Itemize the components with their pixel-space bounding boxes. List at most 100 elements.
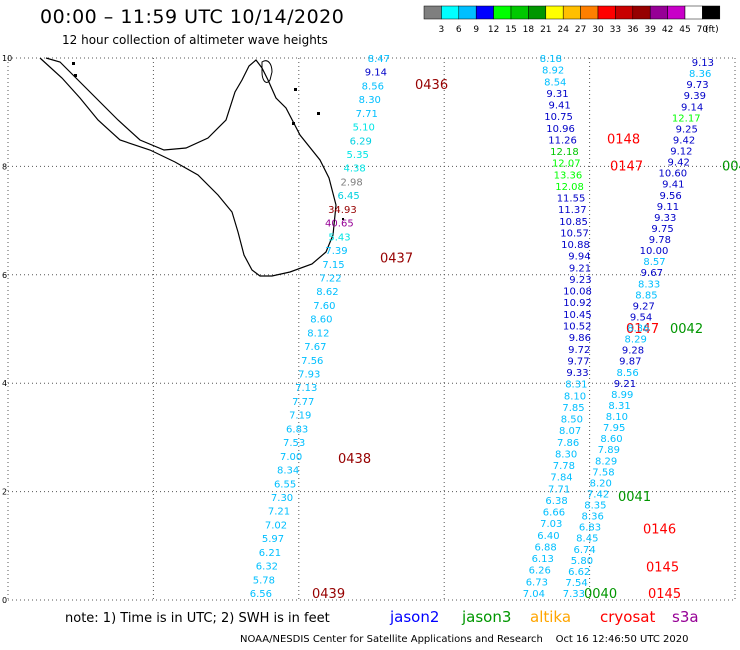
x-axis-ticks: 75 78 81 84 87 90	[3, 604, 740, 605]
swh-value: 5.97	[262, 534, 284, 545]
swh-value: 8.30	[359, 95, 381, 106]
swh-value: 6.62	[568, 567, 590, 578]
swh-value: 9.86	[569, 333, 591, 344]
swh-value: 10.52	[563, 322, 592, 333]
swh-value: 7.67	[304, 342, 326, 353]
pass-time-label: 0043	[722, 159, 740, 174]
swh-value: 8.34	[277, 466, 299, 477]
color-scale-label: 70	[697, 25, 709, 35]
swh-value: 9.41	[662, 180, 684, 191]
swh-value: 7.53	[283, 438, 305, 449]
swh-value: 10.85	[559, 217, 588, 228]
legend-cryosat: cryosat	[600, 608, 656, 626]
pass-time-label: 0041	[618, 490, 651, 505]
swh-value: 10.60	[658, 169, 687, 180]
pass-time-label: 0146	[643, 523, 676, 538]
color-scale-label: 3	[439, 25, 445, 35]
footer-note: note: 1) Time is in UTC; 2) SWH is in fe…	[65, 611, 330, 626]
swh-value: 10.08	[563, 287, 592, 298]
swh-value: 6.26	[529, 566, 551, 577]
swh-value: 8.85	[635, 290, 657, 301]
y-tick-label: 8	[2, 162, 7, 171]
swh-value: 7.00	[280, 452, 302, 463]
color-swatch	[702, 5, 721, 20]
swh-value: 9.87	[619, 357, 641, 368]
swh-value: 9.14	[365, 68, 387, 79]
swh-value: 12.07	[552, 159, 581, 170]
x-tick-label: 87	[585, 604, 595, 605]
swh-value: 8.57	[643, 257, 665, 268]
color-scale-label: 12	[488, 25, 499, 35]
swh-value: 7.93	[298, 370, 320, 381]
swh-value: 8.29	[595, 456, 617, 467]
swh-value: 6.13	[532, 554, 554, 565]
swh-value: 9.39	[684, 91, 706, 102]
islands	[72, 62, 344, 220]
swh-value: 9.73	[686, 80, 708, 91]
color-scale-label: 42	[662, 25, 673, 35]
swh-value: 5.78	[253, 575, 275, 586]
swh-value: 7.89	[598, 445, 620, 456]
swh-value: 7.39	[325, 246, 347, 257]
swh-value: 9.14	[681, 102, 703, 113]
x-tick-label: 75	[3, 604, 13, 605]
swh-value: 7.15	[322, 260, 344, 271]
swh-value: 6.32	[256, 562, 278, 573]
color-scale-label: 33	[610, 25, 621, 35]
jason3-track: 9.138.369.739.399.1412.179.259.429.129.4…	[563, 58, 740, 602]
swh-value: 8.12	[307, 328, 329, 339]
swh-value: 5.35	[347, 150, 369, 161]
pass-time-label: 0436	[415, 78, 448, 93]
color-scale-label: 15	[505, 25, 516, 35]
pass-time-label: 0042	[670, 322, 703, 337]
pass-time-label: 0145	[646, 560, 679, 575]
swh-value: 6.45	[337, 191, 359, 202]
y-tick-label: 10	[2, 54, 12, 63]
swh-value: 10.88	[561, 240, 590, 251]
swh-value: 8.29	[625, 335, 647, 346]
color-scale-label: 18	[523, 25, 535, 35]
y-tick-label: 0	[2, 596, 7, 605]
swh-value: 10.96	[546, 124, 575, 135]
swh-value: 12.18	[550, 147, 579, 158]
pass-time-label: 0439	[312, 587, 345, 602]
color-scale-label: 36	[627, 25, 639, 35]
swh-value: 8.18	[540, 54, 562, 65]
color-scale-label: 27	[575, 25, 586, 35]
color-scale-label: 21	[540, 25, 551, 35]
swh-value: 8.56	[616, 368, 638, 379]
swh-value: 9.33	[654, 213, 676, 224]
swh-value: 8.56	[362, 81, 384, 92]
swh-value: 8.99	[611, 390, 633, 401]
color-scale-label: 24	[557, 25, 569, 35]
swh-value: 12.17	[672, 113, 701, 124]
color-scale-legend: 3 6 9 12 15 18 21 24 27 30 33 36 39 42 45 70(ft)	[423, 5, 721, 35]
altimeter-tracks: 8.47 9.14 8.56 8.30 7.71 5.10 6.29 5.35 4.38 2.98…	[250, 54, 740, 602]
map-subtitle: 12 hour collection of altimeter wave hei…	[62, 33, 328, 47]
swh-value: 7.95	[603, 423, 625, 434]
x-tick-label: 90	[730, 604, 740, 605]
cryosat-track: 8.188.928.549.319.4110.7510.9611.2612.18…	[523, 54, 681, 602]
swh-value: 7.86	[557, 438, 579, 449]
swh-value: 9.77	[567, 356, 589, 367]
swh-value: 9.41	[549, 101, 571, 112]
swh-value: 9.42	[668, 158, 690, 169]
swh-value: 9.25	[676, 124, 698, 135]
color-scale-label: 30	[592, 25, 604, 35]
swh-value: 10.57	[560, 228, 589, 239]
swh-value: 7.30	[271, 493, 293, 504]
legend-altika: altika	[530, 608, 572, 626]
swh-value: 8.54	[544, 77, 566, 88]
swh-value: 8.33	[638, 279, 660, 290]
swh-value: 9.12	[670, 147, 692, 158]
swh-value: 12.08	[555, 182, 584, 193]
swh-value: 8.10	[606, 412, 628, 423]
swh-value: 9.21	[614, 379, 636, 390]
swh-value: 7.02	[265, 520, 287, 531]
pass-time-label: 0145	[648, 587, 681, 602]
x-tick-label: 78	[148, 604, 158, 605]
swh-value: 9.78	[649, 235, 671, 246]
swh-value: 8.62	[316, 287, 338, 298]
swh-value: 6.66	[543, 508, 565, 519]
y-tick-label: 4	[2, 379, 7, 388]
